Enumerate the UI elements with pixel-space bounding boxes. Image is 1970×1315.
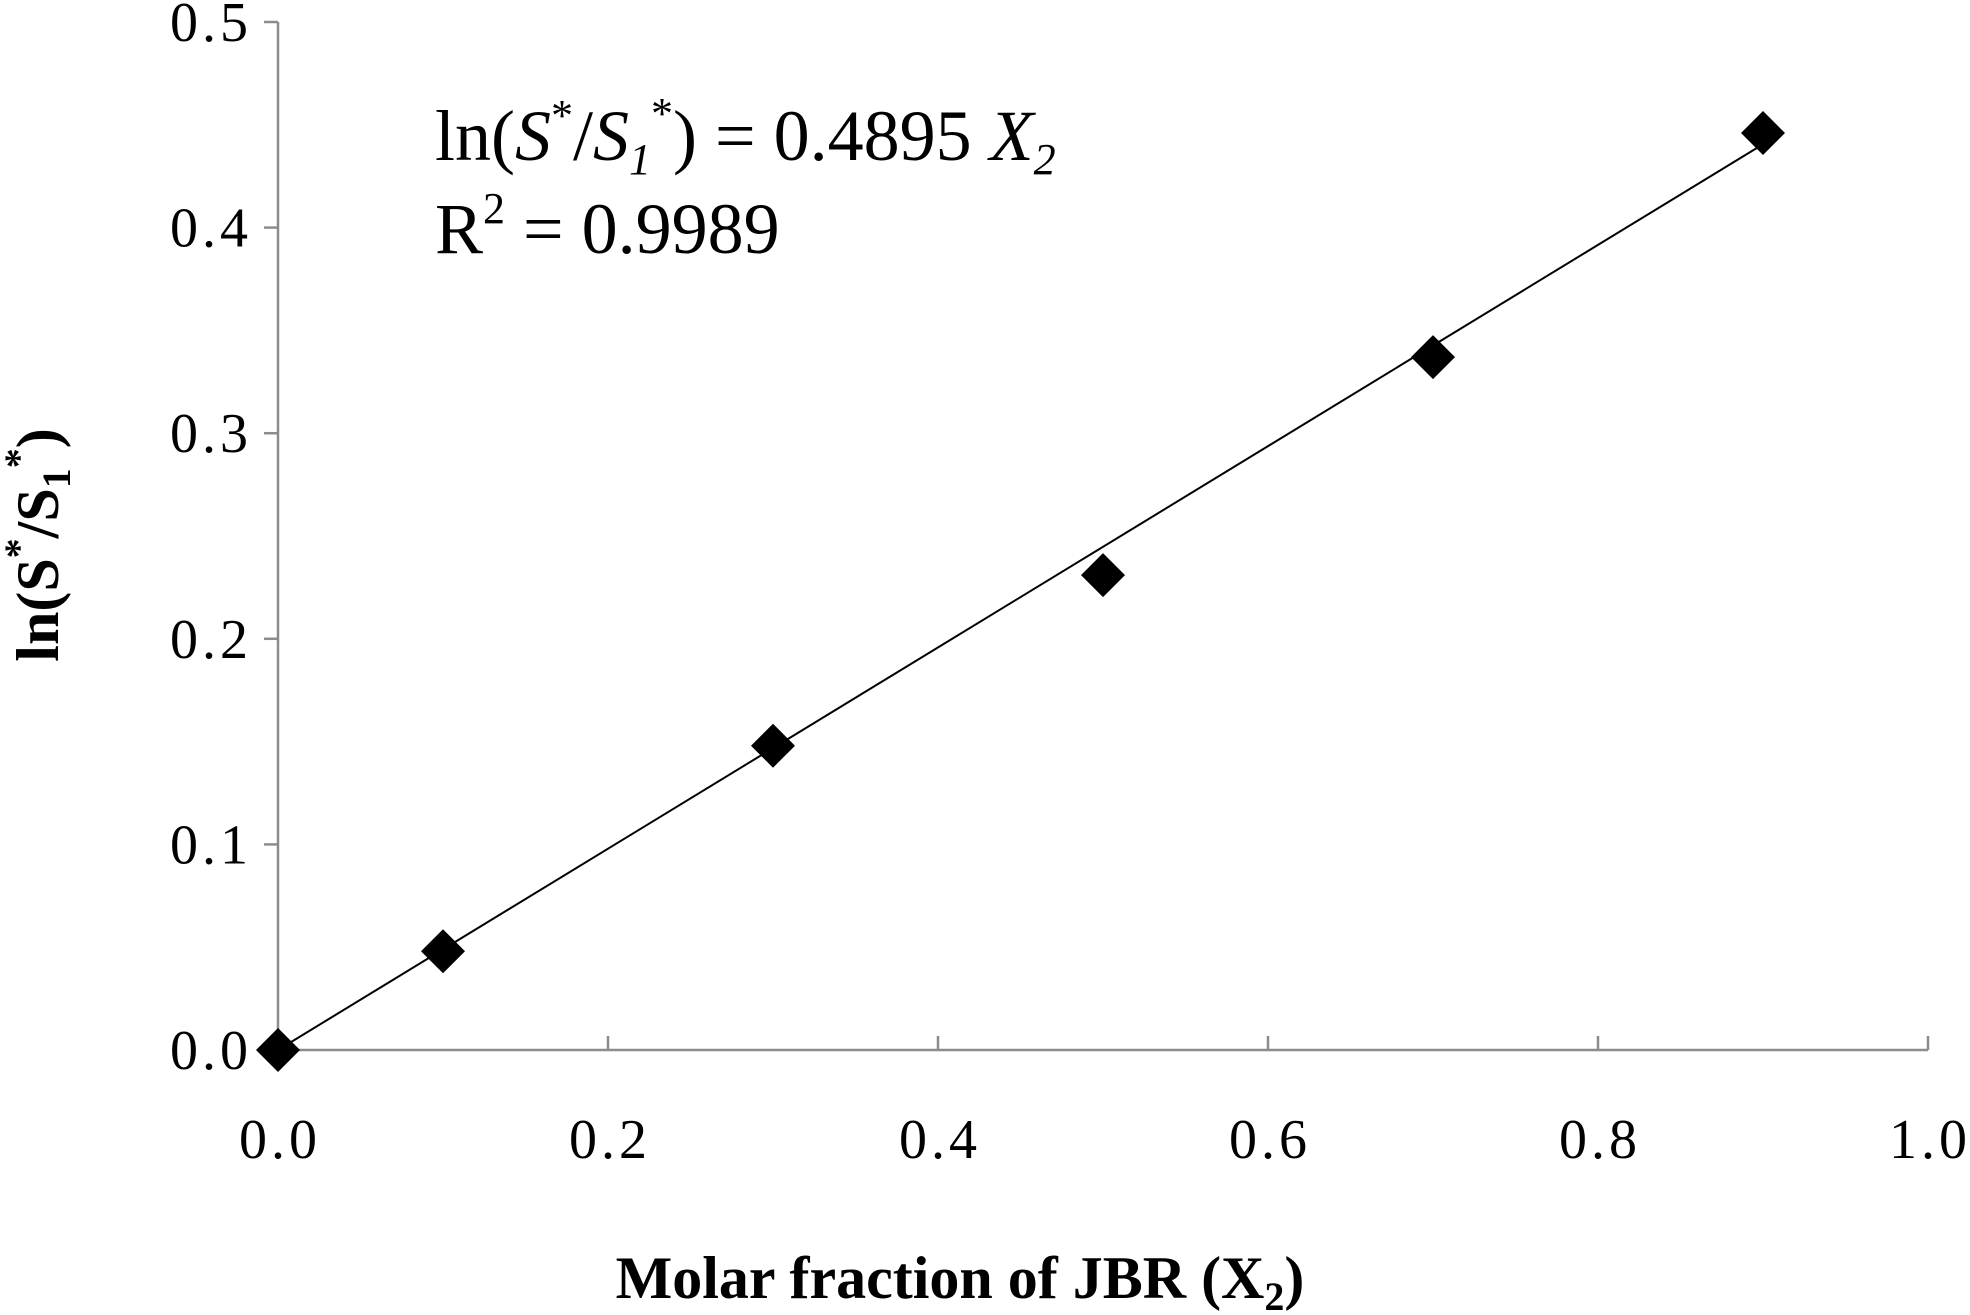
tick-labels: 0.0 0.1 0.2 0.3 0.4 0.5 0.0 0.2 0.4 0.6 0.8 1.0 xyxy=(170,0,1970,1171)
data-points xyxy=(256,111,1785,1072)
y-tick-label: 0.2 xyxy=(170,609,252,671)
y-tick-label: 0.3 xyxy=(170,403,252,465)
x-tick-label: 0.6 xyxy=(1229,1109,1311,1171)
data-point-diamond xyxy=(421,929,465,974)
y-axis-title: ln(S*/S1*) xyxy=(0,428,79,661)
trendline xyxy=(277,143,1764,1051)
x-tick-label: 0.4 xyxy=(899,1109,981,1171)
x-tick-label: 0.8 xyxy=(1559,1109,1641,1171)
data-point-diamond xyxy=(1081,553,1125,598)
data-point-diamond xyxy=(256,1028,300,1072)
tick-marks xyxy=(264,20,1930,1052)
x-tick-label: 1.0 xyxy=(1889,1109,1970,1171)
r-squared: R2 = 0.9989 xyxy=(435,184,780,269)
trendline-equation: ln(S*/S1*) = 0.4895 X2 xyxy=(435,89,1056,184)
trendline-group xyxy=(277,143,1764,1051)
y-tick-label: 0.5 xyxy=(170,0,252,54)
data-point-diamond xyxy=(751,723,795,768)
y-tick-label: 0.4 xyxy=(170,198,252,260)
data-point-diamond xyxy=(1741,111,1785,156)
x-tick-label: 0.0 xyxy=(239,1109,321,1171)
data-point-diamond xyxy=(1411,335,1455,380)
y-tick-label: 0.1 xyxy=(170,814,252,876)
x-tick-label: 0.2 xyxy=(569,1109,651,1171)
x-axis-title: Molar fraction of JBR (X2) xyxy=(616,1245,1305,1315)
y-tick-label: 0.0 xyxy=(170,1020,252,1082)
axes xyxy=(276,22,1928,1052)
